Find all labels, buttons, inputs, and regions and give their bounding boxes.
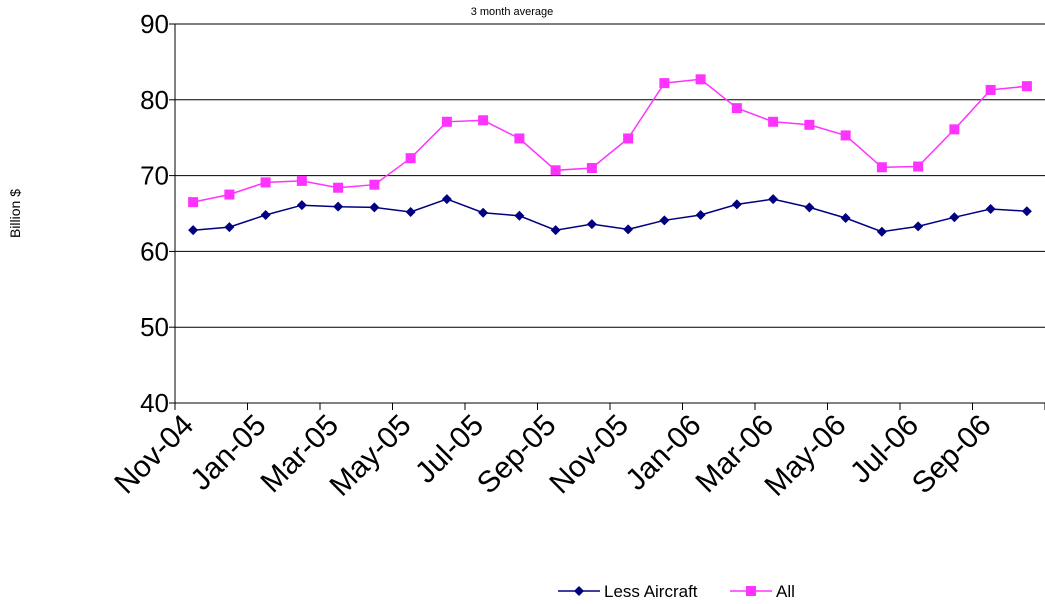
series-less-aircraft bbox=[188, 194, 1032, 237]
point-less-aircraft-Oct-06 bbox=[1021, 206, 1032, 217]
y-tick-label-60: 60 bbox=[140, 236, 169, 266]
legend-item-all: All bbox=[730, 582, 795, 601]
point-less-aircraft-Feb-05 bbox=[296, 200, 307, 211]
point-less-aircraft-Nov-05 bbox=[623, 224, 634, 235]
chart-subtitle: 3 month average bbox=[471, 6, 554, 18]
y-tick-label-90: 90 bbox=[140, 9, 169, 39]
y-tick-label-40: 40 bbox=[140, 388, 169, 418]
y-tick-labels: 40 50 60 70 80 90 bbox=[140, 9, 169, 418]
legend-marker-all bbox=[746, 586, 756, 596]
point-all-Mar-05 bbox=[333, 182, 344, 193]
point-all-Sep-05 bbox=[550, 165, 561, 176]
point-all-May-05 bbox=[405, 153, 416, 164]
point-all-Jun-05 bbox=[441, 116, 452, 127]
point-less-aircraft-Dec-04 bbox=[224, 222, 235, 233]
point-all-Jul-05 bbox=[478, 115, 489, 126]
y-axis-label: Billion $ bbox=[7, 189, 23, 238]
point-all-Sep-06 bbox=[985, 84, 996, 95]
point-all-Feb-05 bbox=[296, 175, 307, 186]
series-line-all bbox=[192, 78, 1027, 203]
point-less-aircraft-Oct-05 bbox=[586, 219, 597, 230]
point-less-aircraft-Jun-05 bbox=[441, 194, 452, 205]
point-all-Jan-06 bbox=[695, 74, 706, 85]
gridlines bbox=[169, 23, 1045, 404]
legend-item-less-aircraft: Less Aircraft bbox=[558, 582, 698, 601]
point-less-aircraft-Nov-04 bbox=[188, 225, 199, 236]
x-tick-labels: Nov-04Jan-05Mar-05May-05Jul-05Sep-05Nov-… bbox=[108, 409, 997, 503]
y-tick-label-80: 80 bbox=[140, 85, 169, 115]
x-tick-label-May-06: May-06 bbox=[758, 409, 852, 503]
point-less-aircraft-Sep-06 bbox=[985, 203, 996, 214]
point-all-Apr-05 bbox=[369, 179, 380, 190]
point-all-Jan-05 bbox=[260, 177, 271, 188]
point-all-Jul-06 bbox=[913, 161, 924, 172]
point-all-Nov-05 bbox=[623, 133, 634, 144]
point-less-aircraft-May-05 bbox=[405, 206, 416, 217]
legend-marker-less-aircraft bbox=[574, 586, 584, 596]
point-less-aircraft-Jul-05 bbox=[478, 207, 489, 218]
x-tick-label-Nov-05: Nov-05 bbox=[543, 409, 635, 501]
legend-label-all: All bbox=[776, 582, 795, 601]
point-less-aircraft-Dec-05 bbox=[659, 215, 670, 226]
point-all-Dec-05 bbox=[659, 78, 670, 89]
point-less-aircraft-Feb-06 bbox=[731, 199, 742, 210]
point-less-aircraft-Jun-06 bbox=[876, 226, 887, 237]
y-tick-label-50: 50 bbox=[140, 312, 169, 342]
point-less-aircraft-May-06 bbox=[840, 213, 851, 224]
point-all-Dec-04 bbox=[224, 189, 235, 200]
x-tick-label-Sep-06: Sep-06 bbox=[906, 409, 998, 501]
point-all-Oct-06 bbox=[1021, 81, 1032, 92]
legend-label-less-aircraft: Less Aircraft bbox=[604, 582, 698, 601]
point-less-aircraft-Aug-05 bbox=[514, 210, 525, 221]
series-all bbox=[188, 74, 1032, 208]
point-less-aircraft-Mar-05 bbox=[333, 201, 344, 212]
point-all-Aug-05 bbox=[514, 133, 525, 144]
point-all-Mar-06 bbox=[768, 116, 779, 127]
point-less-aircraft-Mar-06 bbox=[768, 194, 779, 205]
x-tick-label-May-05: May-05 bbox=[323, 409, 417, 503]
point-less-aircraft-Jul-06 bbox=[913, 221, 924, 232]
point-less-aircraft-Sep-05 bbox=[550, 225, 561, 236]
legend: Less Aircraft All bbox=[558, 582, 795, 601]
point-less-aircraft-Jan-06 bbox=[695, 210, 706, 221]
point-all-Feb-06 bbox=[731, 103, 742, 114]
y-tick-label-70: 70 bbox=[140, 161, 169, 191]
x-tick-label-Sep-05: Sep-05 bbox=[471, 409, 563, 501]
x-tick-label-Nov-04: Nov-04 bbox=[108, 409, 200, 501]
series-group bbox=[188, 74, 1032, 237]
x-tick-label-Jan-06: Jan-06 bbox=[619, 409, 707, 497]
point-all-Jun-06 bbox=[876, 162, 887, 173]
point-all-Apr-06 bbox=[804, 119, 815, 130]
point-less-aircraft-Aug-06 bbox=[949, 212, 960, 223]
point-less-aircraft-Apr-05 bbox=[369, 202, 380, 213]
point-all-Nov-04 bbox=[188, 197, 199, 208]
point-all-Aug-06 bbox=[949, 124, 960, 135]
series-line-less-aircraft bbox=[193, 198, 1027, 233]
x-tick-label-Jan-05: Jan-05 bbox=[184, 409, 272, 497]
point-all-May-06 bbox=[840, 130, 851, 141]
axes bbox=[174, 24, 1045, 410]
point-all-Oct-05 bbox=[586, 163, 597, 174]
point-less-aircraft-Jan-05 bbox=[260, 210, 271, 221]
point-less-aircraft-Apr-06 bbox=[804, 202, 815, 213]
